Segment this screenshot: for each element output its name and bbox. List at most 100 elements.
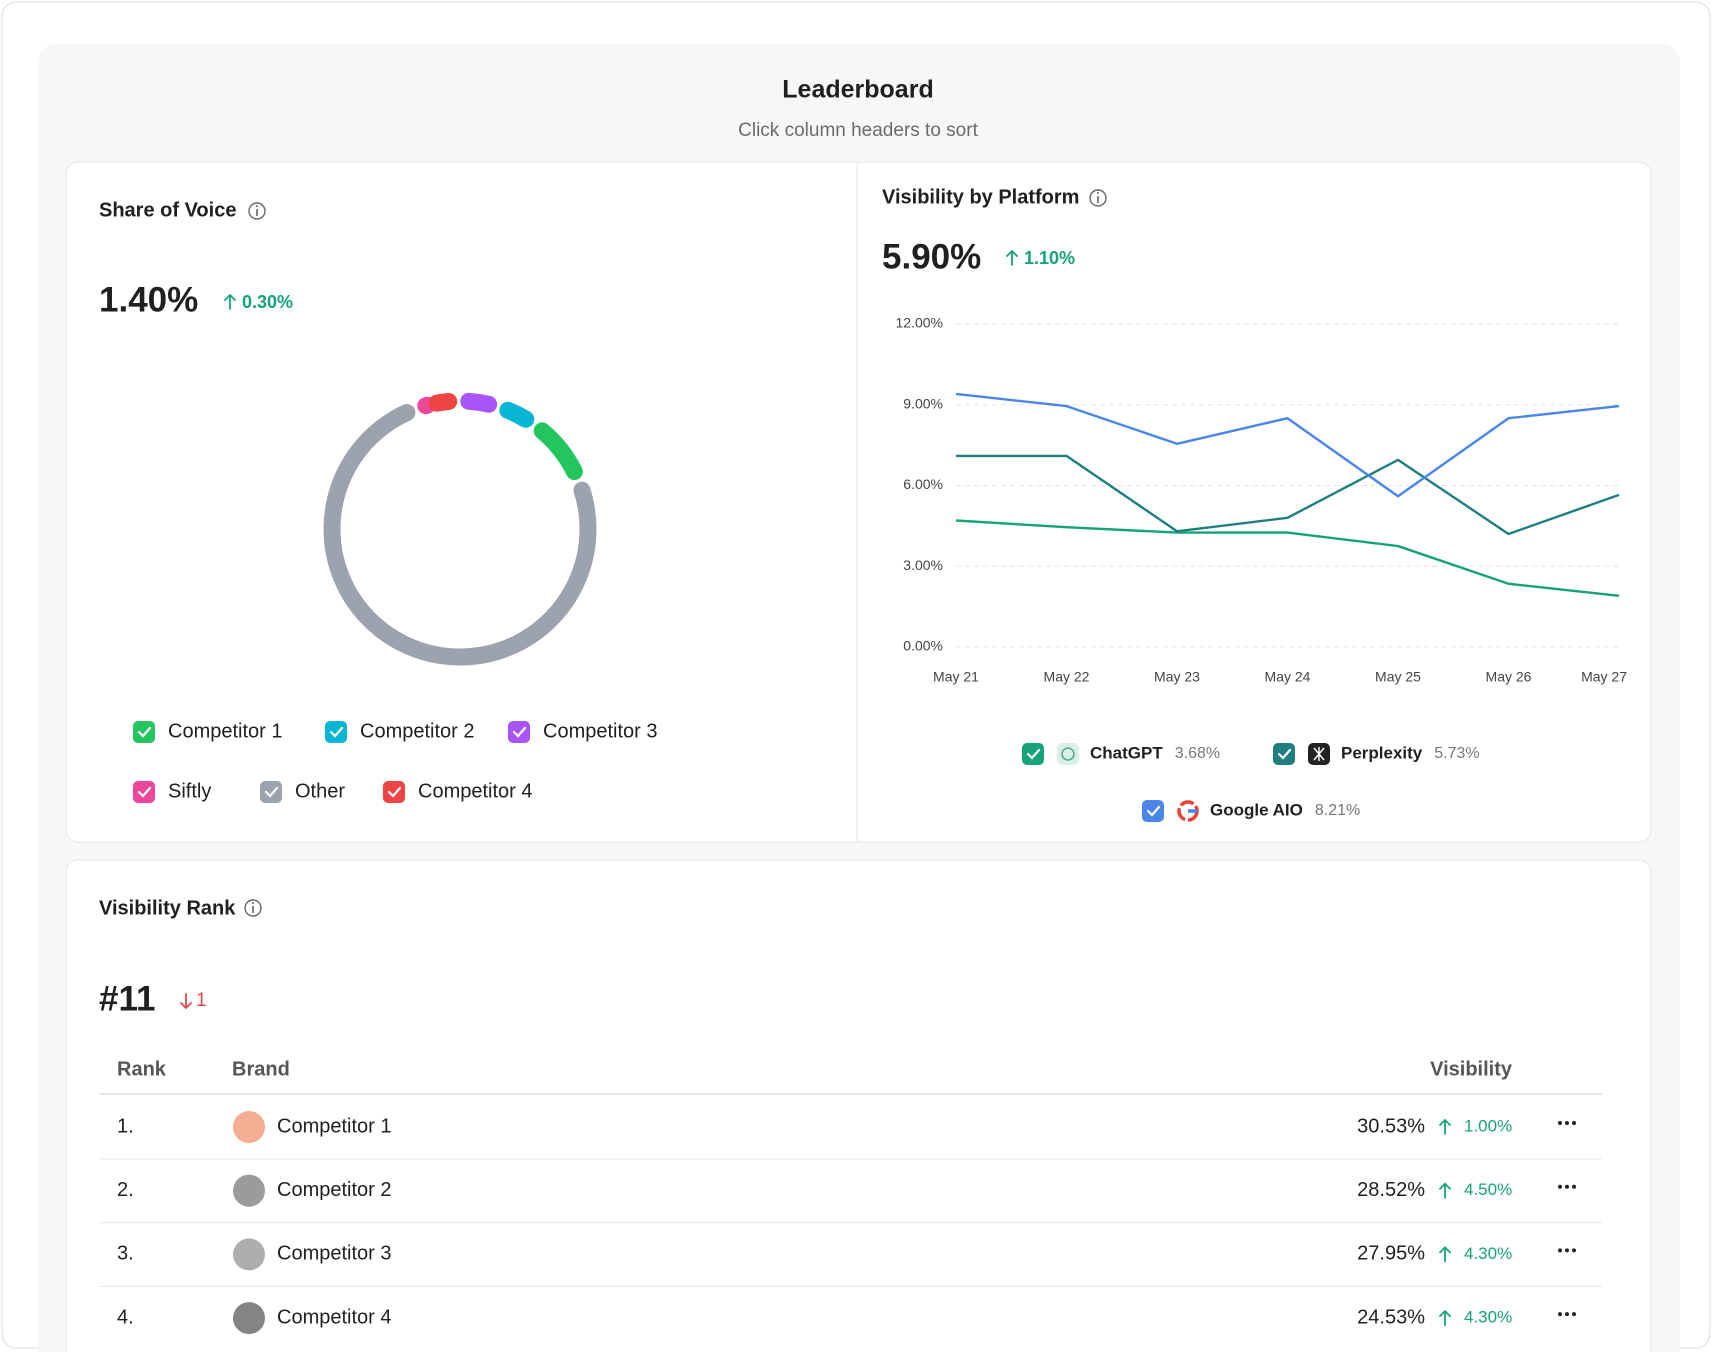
brand-cell: Competitor 2 xyxy=(277,1179,392,1201)
rank-cell: 3. xyxy=(117,1243,134,1265)
legend-label: Perplexity xyxy=(1341,743,1423,762)
legend-value: 5.73% xyxy=(1434,745,1479,762)
line-series xyxy=(955,519,1620,598)
arrow-icon xyxy=(1006,249,1018,266)
visibility-cell: 27.95% xyxy=(1357,1243,1425,1265)
row-menu[interactable] xyxy=(1565,1121,1569,1125)
x-tick-label: May 27 xyxy=(1581,669,1627,685)
legend-value: 8.21% xyxy=(1315,802,1360,819)
metric-change: 1 xyxy=(196,990,207,1011)
legend-label: Competitor 1 xyxy=(168,720,283,742)
x-tick-label: May 21 xyxy=(933,669,979,685)
checkbox[interactable] xyxy=(260,781,282,803)
row-menu[interactable] xyxy=(1565,1248,1569,1253)
checkbox[interactable] xyxy=(508,721,530,743)
info-icon[interactable] xyxy=(248,202,266,220)
column-header[interactable]: Rank xyxy=(117,1058,167,1080)
y-tick-label: 0.00% xyxy=(903,638,943,654)
brand-avatar xyxy=(233,1238,265,1271)
arrow-icon xyxy=(1439,1182,1451,1199)
platform-icon xyxy=(1057,743,1079,765)
rank-panel xyxy=(65,859,1652,1352)
row-menu[interactable] xyxy=(1558,1248,1562,1253)
row-menu[interactable] xyxy=(1558,1121,1562,1125)
legend-label: Competitor 4 xyxy=(418,780,533,802)
brand-cell: Competitor 3 xyxy=(277,1243,392,1265)
visibility-cell: 28.52% xyxy=(1357,1179,1425,1201)
checkbox[interactable] xyxy=(1142,800,1164,822)
check-mark xyxy=(329,726,344,738)
legend-label: Siftly xyxy=(168,780,211,802)
info-icon[interactable] xyxy=(244,899,262,917)
brand-avatar xyxy=(233,1174,265,1207)
change-cell: 4.30% xyxy=(1464,1308,1512,1327)
info-icon[interactable] xyxy=(1089,189,1107,207)
change-cell: 4.30% xyxy=(1464,1244,1512,1263)
row-menu[interactable] xyxy=(1572,1248,1576,1253)
row-menu[interactable] xyxy=(1558,1312,1562,1317)
checkbox[interactable] xyxy=(133,721,155,743)
metric-value: 1.40% xyxy=(99,280,198,319)
brand-avatar xyxy=(233,1302,265,1335)
column-header[interactable]: Visibility xyxy=(1430,1058,1513,1080)
brand-avatar xyxy=(233,1111,265,1143)
y-tick-label: 3.00% xyxy=(903,557,943,573)
legend-label: Other xyxy=(295,780,345,802)
row-menu[interactable] xyxy=(1572,1312,1576,1317)
check-mark xyxy=(137,786,152,798)
metric-value: 5.90% xyxy=(882,237,981,276)
y-tick-label: 6.00% xyxy=(903,476,943,492)
change-cell: 1.00% xyxy=(1464,1116,1512,1135)
checkbox[interactable] xyxy=(325,721,347,743)
x-tick-label: May 26 xyxy=(1486,669,1532,685)
donut-segment xyxy=(533,422,583,481)
donut-segment xyxy=(460,392,498,413)
rank-cell: 1. xyxy=(117,1115,134,1137)
change-cell: 4.50% xyxy=(1464,1180,1512,1199)
checkbox[interactable] xyxy=(1022,743,1044,765)
row-menu[interactable] xyxy=(1572,1121,1576,1125)
rank-cell: 2. xyxy=(117,1179,134,1201)
legend-label: ChatGPT xyxy=(1090,743,1163,762)
row-menu[interactable] xyxy=(1572,1184,1576,1189)
row-menu[interactable] xyxy=(1558,1184,1562,1189)
brand-cell: Competitor 1 xyxy=(277,1115,392,1137)
checkbox[interactable] xyxy=(133,781,155,803)
check-mark xyxy=(1277,748,1292,760)
metric-value: #11 xyxy=(99,979,155,1018)
checkbox[interactable] xyxy=(383,781,405,803)
visibility-cell: 24.53% xyxy=(1357,1306,1425,1328)
donut-segment xyxy=(323,404,597,666)
checkbox[interactable] xyxy=(1273,743,1295,765)
arrow-icon xyxy=(1439,1118,1451,1135)
line-series xyxy=(956,454,1620,536)
check-mark xyxy=(264,786,279,798)
row-menu[interactable] xyxy=(1565,1184,1569,1189)
arrow-icon xyxy=(1439,1309,1451,1326)
legend-value: 3.68% xyxy=(1175,745,1220,762)
legend-label: Google AIO xyxy=(1210,800,1303,819)
card-title: Share of Voice xyxy=(99,199,236,221)
x-tick-label: May 25 xyxy=(1375,669,1421,685)
arrow-icon xyxy=(224,293,236,310)
column-header[interactable]: Brand xyxy=(232,1058,290,1080)
x-tick-label: May 23 xyxy=(1154,669,1200,685)
line-series xyxy=(955,392,1620,498)
card-title: Visibility Rank xyxy=(99,897,236,919)
title: Leaderboard xyxy=(782,76,933,104)
check-mark xyxy=(1146,805,1161,817)
donut-segment xyxy=(499,401,535,428)
arrow-icon xyxy=(180,993,192,1010)
platform-icon xyxy=(1313,747,1325,761)
visibility-cell: 30.53% xyxy=(1357,1115,1425,1137)
metric-change: 1.10% xyxy=(1024,248,1075,268)
check-mark xyxy=(1026,748,1041,760)
row-menu[interactable] xyxy=(1565,1312,1569,1317)
brand-cell: Competitor 4 xyxy=(277,1306,392,1328)
arrow-icon xyxy=(1439,1246,1451,1263)
card-title: Visibility by Platform xyxy=(882,186,1079,208)
rank-cell: 4. xyxy=(117,1306,134,1328)
x-tick-label: May 22 xyxy=(1044,669,1090,685)
